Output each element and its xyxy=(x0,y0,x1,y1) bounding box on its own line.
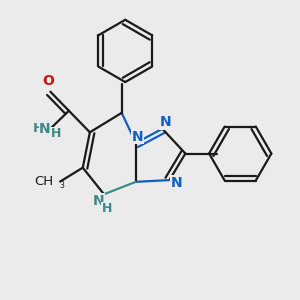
Text: N: N xyxy=(159,116,171,129)
Text: CH: CH xyxy=(34,175,54,188)
Text: N: N xyxy=(93,194,104,208)
Text: N: N xyxy=(171,176,182,190)
Text: H: H xyxy=(50,127,61,140)
Text: N: N xyxy=(132,130,143,144)
Text: H: H xyxy=(33,122,44,135)
Text: $_3$: $_3$ xyxy=(59,180,65,192)
Text: H: H xyxy=(102,202,112,215)
Text: O: O xyxy=(43,74,55,88)
Text: N: N xyxy=(39,122,51,136)
